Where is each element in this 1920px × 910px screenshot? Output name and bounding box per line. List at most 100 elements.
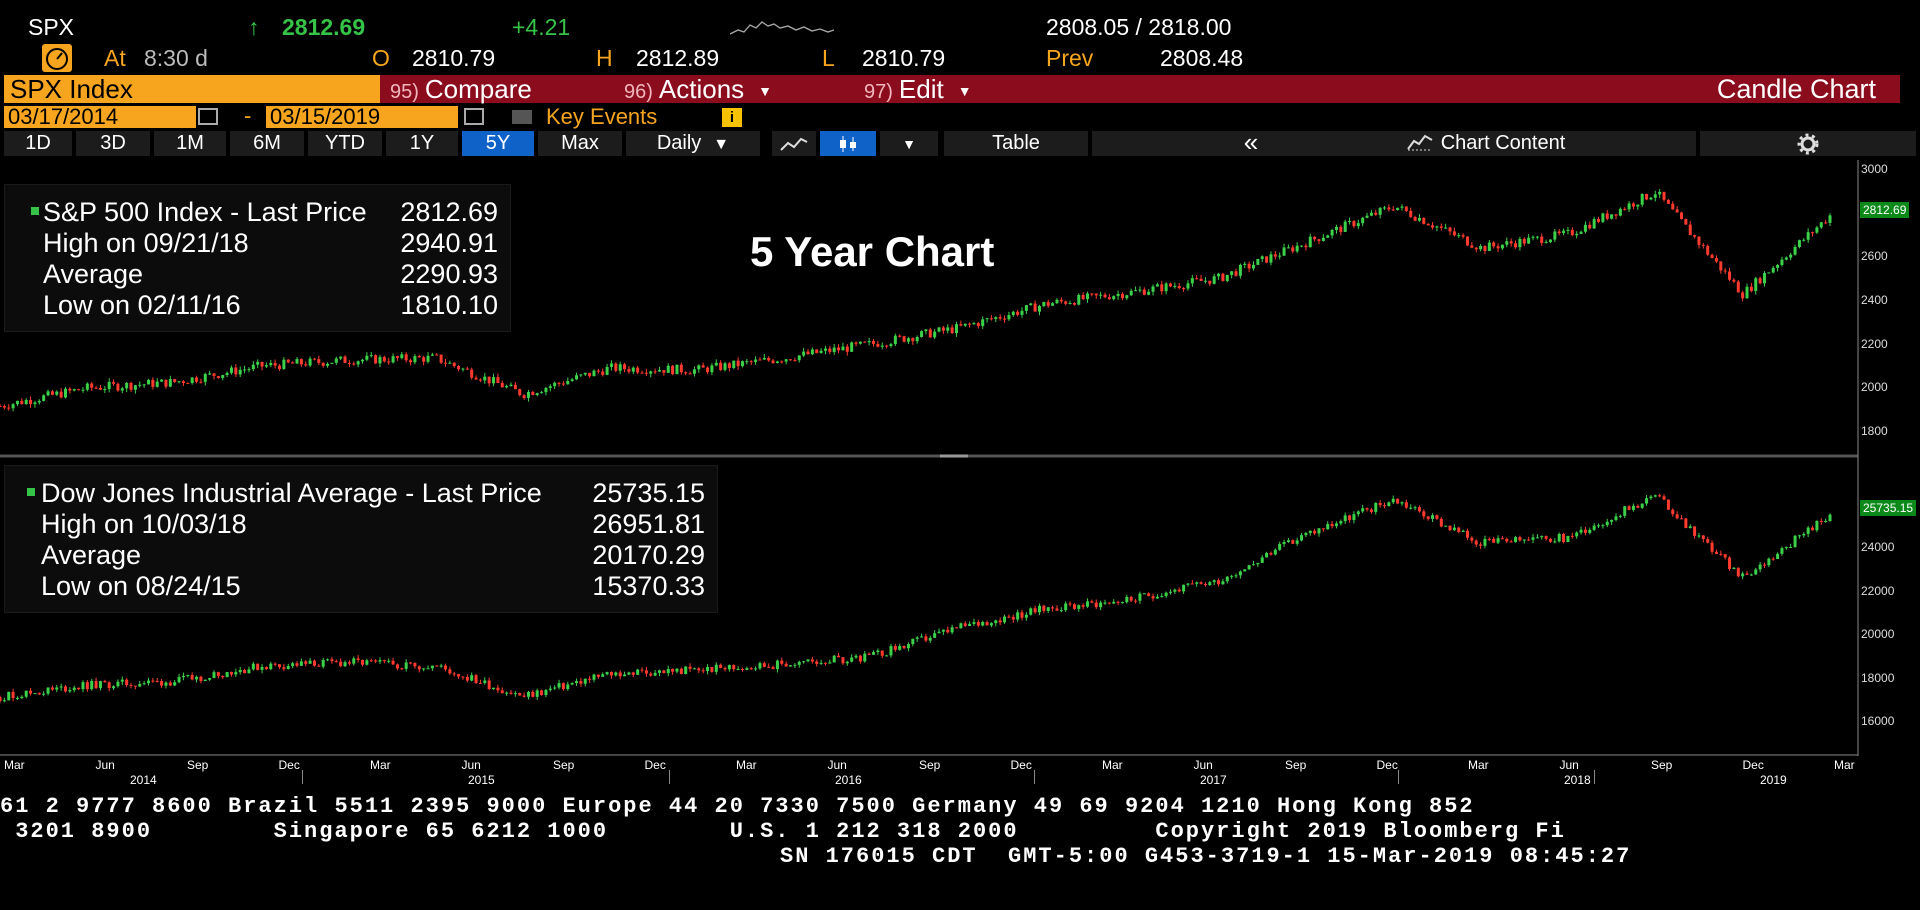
range-1y[interactable]: 1Y [386,131,458,156]
candle-body [81,389,85,391]
high-label: H [596,45,613,71]
calendar-icon[interactable] [198,108,218,125]
candle-body [365,660,369,665]
candle-body [1221,581,1225,585]
candle-body [260,666,264,670]
compare-button[interactable]: 95) Compare [380,75,612,103]
candle-body [1444,525,1448,527]
candle-body [470,675,474,681]
candle-body [762,663,766,667]
candle-body [1334,523,1338,527]
candle-body [1295,245,1299,252]
candle-body [697,365,701,370]
frequency-select[interactable]: Daily ▼ [626,131,760,156]
end-date-input[interactable]: 03/15/2019 [266,106,458,128]
range-ytd[interactable]: YTD [308,131,382,156]
x-year-label: 2015 [468,773,495,787]
gear-icon[interactable] [1700,131,1916,156]
range-5y[interactable]: 5Y [462,131,534,156]
range-max[interactable]: Max [538,131,622,156]
candle-body [1819,520,1823,522]
candle-body [487,376,491,384]
candle-body [221,375,225,378]
security-field[interactable]: SPX Index [4,75,382,103]
candle-body [749,361,753,363]
candle-body [1597,525,1601,527]
low-value: 2810.79 [862,45,946,71]
line-chart-icon[interactable] [772,131,816,156]
candle-chart-icon[interactable] [820,131,876,156]
candle-body [1697,236,1701,245]
dji-avg-label: Average [41,540,142,570]
candle-body [1806,527,1810,534]
candle-body [1064,603,1068,611]
candle-body [1544,242,1548,244]
candle-body [125,679,129,686]
range-1m[interactable]: 1M [154,131,226,156]
range-1d[interactable]: 1D [4,131,72,156]
candle-body [29,400,33,405]
candle-body [806,659,810,662]
calendar-icon[interactable] [464,108,484,125]
chart-content-button[interactable]: Chart Content [1276,131,1696,156]
candle-body [430,354,434,356]
candle-body [330,659,334,662]
candle-body [863,653,867,662]
candle-body [1553,231,1557,240]
candle-body [968,623,972,626]
candle-body [1007,315,1011,320]
candle-body [623,674,627,677]
start-date-input[interactable]: 03/17/2014 [4,106,196,128]
candle-body [1369,212,1373,216]
candle-body [7,407,11,409]
candle-body [1666,199,1670,204]
x-month-label: Mar [1468,758,1489,772]
candle-body [400,354,404,359]
candle-body [1134,290,1138,292]
chart-style-dropdown[interactable]: ▼ [880,131,938,156]
range-6m[interactable]: 6M [230,131,304,156]
candle-body [199,381,203,383]
candle-body [1304,533,1308,536]
y-tick: 2200 [1861,337,1888,351]
x-month-label: Jun [827,758,847,772]
candle-body [806,351,810,355]
candle-body [1575,532,1579,537]
candle-body [1562,230,1566,234]
candle-body [1710,254,1714,259]
candle-body [1147,291,1151,295]
candle-body [823,348,827,351]
range-3d[interactable]: 3D [76,131,150,156]
candle-body [1291,247,1295,252]
candle-body [1518,537,1522,541]
candle-body [1269,552,1273,555]
high-value: 2812.89 [636,45,720,71]
candle-body [1505,241,1509,245]
candle-body [186,675,190,677]
candle-body [1815,520,1819,531]
candle-body [500,690,504,694]
candle-body [579,374,583,376]
candle-body [1160,596,1164,598]
candle-body [1169,283,1173,287]
candle-body [719,664,723,668]
candle-body [701,670,705,672]
candle-body [933,633,937,638]
candle-body [662,670,666,674]
candle-body [435,354,439,356]
collapse-icon[interactable]: « [1232,129,1270,156]
candle-body [911,338,915,342]
key-events-checkbox[interactable] [512,110,532,124]
prev-label: Prev [1046,45,1094,71]
info-icon[interactable]: i [722,108,742,127]
candle-body [1535,537,1539,539]
actions-button[interactable]: 96) Actions ▼ [610,75,856,103]
table-button[interactable]: Table [944,131,1088,156]
candle-body [1470,537,1474,541]
realtime-gauge-icon[interactable] [42,44,72,72]
edit-button[interactable]: 97) Edit ▼ [852,75,1030,103]
footer-session-line: SN 176015 CDT GMT-5:00 G453-3719-1 15-Ma… [780,844,1632,869]
candle-body [1151,286,1155,292]
candle-body [203,679,207,682]
